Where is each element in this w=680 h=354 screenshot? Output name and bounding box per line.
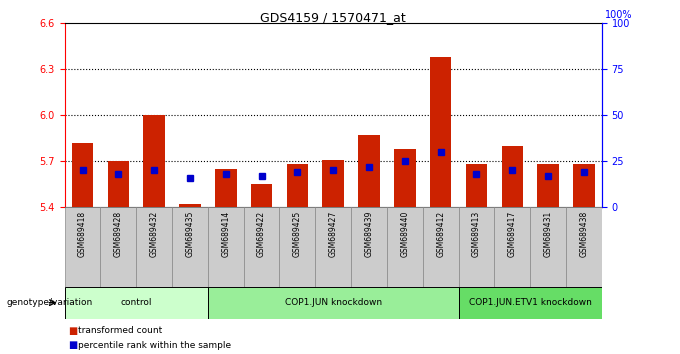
Bar	[573, 164, 594, 207]
Text: GSM689428: GSM689428	[114, 211, 123, 257]
Text: GSM689435: GSM689435	[186, 211, 194, 257]
Bar	[502, 146, 523, 207]
Bar	[358, 135, 379, 207]
Bar	[215, 169, 237, 207]
Text: GSM689432: GSM689432	[150, 211, 158, 257]
Text: GSM689412: GSM689412	[436, 211, 445, 257]
Bar	[208, 287, 458, 319]
Bar	[566, 207, 602, 287]
Bar	[180, 204, 201, 207]
Text: GSM689431: GSM689431	[543, 211, 553, 257]
Text: GDS4159 / 1570471_at: GDS4159 / 1570471_at	[260, 11, 406, 24]
Text: GSM689422: GSM689422	[257, 211, 266, 257]
Text: percentile rank within the sample: percentile rank within the sample	[78, 341, 231, 350]
Bar	[537, 164, 559, 207]
Bar	[208, 207, 243, 287]
Text: 100%: 100%	[605, 10, 632, 20]
Bar	[251, 184, 272, 207]
Bar	[143, 115, 165, 207]
Text: GSM689438: GSM689438	[579, 211, 588, 257]
Text: GSM689418: GSM689418	[78, 211, 87, 257]
Bar	[172, 207, 208, 287]
Bar	[322, 160, 344, 207]
Text: ■: ■	[68, 340, 78, 350]
Bar	[423, 207, 458, 287]
Bar	[72, 143, 93, 207]
Text: genotype/variation: genotype/variation	[7, 298, 93, 307]
Text: GSM689425: GSM689425	[293, 211, 302, 257]
Text: GSM689414: GSM689414	[221, 211, 231, 257]
Bar	[101, 207, 136, 287]
Bar	[136, 207, 172, 287]
Bar	[351, 207, 387, 287]
Bar	[287, 164, 308, 207]
Bar	[65, 287, 208, 319]
Text: GSM689439: GSM689439	[364, 211, 373, 257]
Bar	[107, 161, 129, 207]
Text: GSM689413: GSM689413	[472, 211, 481, 257]
Text: GSM689427: GSM689427	[328, 211, 338, 257]
Bar	[387, 207, 423, 287]
Text: GSM689440: GSM689440	[401, 211, 409, 257]
Text: transformed count: transformed count	[78, 326, 163, 336]
Text: GSM689417: GSM689417	[508, 211, 517, 257]
Bar	[458, 287, 602, 319]
Bar	[430, 57, 452, 207]
Text: COP1.JUN knockdown: COP1.JUN knockdown	[285, 298, 381, 307]
Bar	[494, 207, 530, 287]
Text: control: control	[120, 298, 152, 307]
Bar	[530, 207, 566, 287]
Bar	[458, 207, 494, 287]
Text: COP1.JUN.ETV1 knockdown: COP1.JUN.ETV1 knockdown	[469, 298, 592, 307]
Bar	[279, 207, 316, 287]
Bar	[394, 149, 415, 207]
Bar	[243, 207, 279, 287]
Bar	[65, 207, 101, 287]
Bar	[316, 207, 351, 287]
Bar	[466, 164, 487, 207]
Text: ■: ■	[68, 326, 78, 336]
